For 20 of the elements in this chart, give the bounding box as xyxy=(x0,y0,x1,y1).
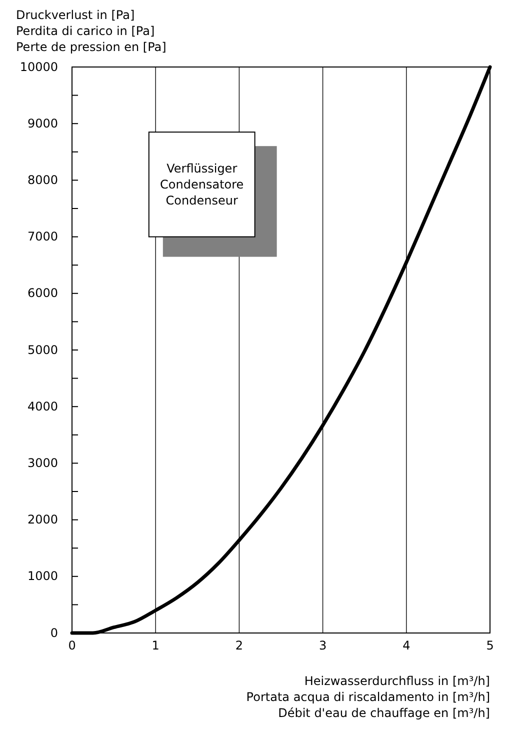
y-tick-label: 9000 xyxy=(27,116,58,130)
y-tick-label: 7000 xyxy=(27,230,58,244)
x-axis-title: Heizwasserdurchfluss in [m³/h] Portata acqua di riscaldamento in [m³/h] Débit d'eau de chauffage en [m³/h] xyxy=(246,674,490,720)
x-tick-label: 2 xyxy=(235,638,244,653)
x-tick-label: 3 xyxy=(318,638,327,653)
x-tick-label: 4 xyxy=(402,638,410,653)
y-tick-label: 10000 xyxy=(20,60,58,74)
y-tick-label: 5000 xyxy=(27,342,58,357)
y-tick-label: 0 xyxy=(50,626,58,640)
x-tick-label: 5 xyxy=(486,638,494,653)
y-tick-label: 8000 xyxy=(27,173,58,188)
y-tick-label: 4000 xyxy=(27,399,58,414)
x-tick-label: 0 xyxy=(68,638,76,653)
x-tick-label: 1 xyxy=(152,638,160,653)
y-tick-label: 6000 xyxy=(27,286,58,300)
annotation: Verflüssiger Condensatore Condenseur xyxy=(160,161,244,208)
y-tick-label: 1000 xyxy=(27,569,58,584)
y-tick-label: 2000 xyxy=(27,512,58,527)
y-axis-title: Druckverlust in [Pa] Perdita di carico in [Pa] Perte de pression en [Pa] xyxy=(16,8,166,54)
y-tick-label: 3000 xyxy=(27,456,58,470)
